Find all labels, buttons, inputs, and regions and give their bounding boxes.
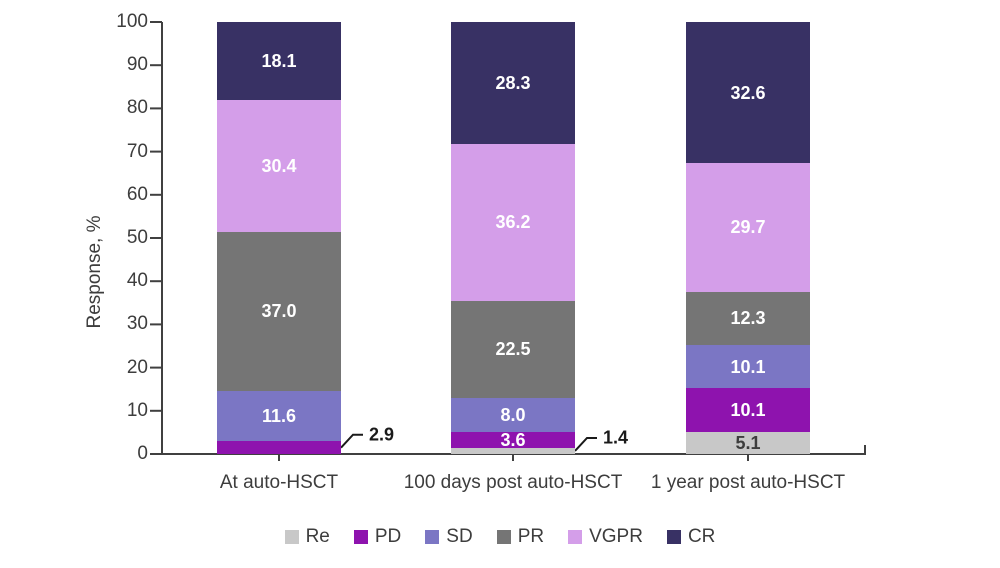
bar-segment-pd-1: 3.6 — [451, 430, 575, 451]
bar-segment-pr-0: 37.0 — [217, 231, 341, 392]
callout-value-re: 1.4 — [603, 427, 629, 448]
segment-value-label: 3.6 — [500, 430, 526, 451]
segment-value-label: 30.4 — [261, 155, 297, 176]
legend-swatch-re — [284, 530, 299, 544]
legend-label-vgpr: VGPR — [589, 526, 643, 547]
legend-label-re: Re — [305, 526, 330, 547]
segment-value-label: 36.2 — [495, 212, 531, 233]
legend-item-vgpr: VGPR — [568, 526, 643, 548]
legend-swatch-sd — [425, 530, 440, 544]
bar-segment-pd-0 — [217, 441, 341, 454]
legend-label-pr: PR — [517, 526, 545, 547]
segment-value-label: 28.3 — [495, 73, 531, 94]
category-label-2: 1 year post auto-HSCT — [650, 472, 846, 493]
category-label-1: 100 days post auto-HSCT — [403, 472, 623, 493]
legend-item-sd: SD — [425, 526, 473, 548]
segment-value-label: 10.1 — [730, 400, 766, 421]
segment-value-label: 37.0 — [261, 301, 297, 322]
bar-segment-pd-2: 10.1 — [686, 388, 810, 432]
legend: Re PD SD PR VGPR CR — [0, 526, 1000, 548]
y-tick-label: 10 — [126, 399, 148, 421]
y-tick-label: 90 — [126, 54, 148, 76]
legend-swatch-pr — [496, 530, 511, 544]
legend-label-sd: SD — [446, 526, 473, 547]
y-tick-label: 100 — [116, 11, 148, 32]
bar-segment-re-2: 5.1 — [686, 431, 810, 454]
legend-label-cr: CR — [687, 526, 716, 547]
legend-label-pd: PD — [374, 526, 402, 547]
y-tick-label: 50 — [126, 227, 148, 248]
y-tick-label: 80 — [126, 97, 148, 119]
bar-segment-cr-1: 28.3 — [451, 22, 575, 145]
segment-value-label: 22.5 — [495, 339, 531, 360]
legend-swatch-pd — [353, 530, 368, 544]
segment-value-label: 12.3 — [730, 308, 766, 329]
bar-segment-sd-0: 11.6 — [217, 391, 341, 442]
y-tick-label: 0 — [137, 443, 148, 464]
bar-segment-sd-1: 8.0 — [451, 397, 575, 433]
bar-segment-re-1 — [451, 447, 575, 454]
segment-value-label: 5.1 — [735, 432, 761, 453]
bar-segment-pr-2: 12.3 — [686, 291, 810, 345]
bar-segment-sd-2: 10.1 — [686, 344, 810, 389]
segment-value-label: 8.0 — [500, 405, 526, 426]
segment-value-label: 10.1 — [730, 356, 766, 377]
y-tick-label: 20 — [126, 356, 148, 378]
segment-value-label: 29.7 — [730, 217, 766, 238]
legend-swatch-cr — [666, 530, 681, 544]
y-tick-label: 40 — [126, 270, 148, 292]
legend-item-pr: PR — [496, 526, 545, 548]
legend-swatch-vgpr — [568, 530, 583, 544]
bar-segment-cr-0: 18.1 — [217, 22, 341, 101]
bar-segment-vgpr-0: 30.4 — [217, 100, 341, 232]
callout-value-pd: 2.9 — [369, 424, 395, 445]
segment-value-label: 11.6 — [261, 406, 297, 427]
segment-value-label: 32.6 — [730, 82, 766, 103]
callout-leader-re — [574, 436, 597, 452]
category-label-0: At auto-HSCT — [219, 472, 339, 493]
y-tick-label: 30 — [126, 313, 148, 335]
bar-segment-vgpr-1: 36.2 — [451, 144, 575, 301]
callout-leader-pd — [340, 433, 363, 449]
bar-segment-vgpr-2: 29.7 — [686, 163, 810, 292]
segment-value-label: 18.1 — [261, 51, 297, 72]
legend-item-re: Re — [284, 526, 330, 548]
bar-segment-cr-2: 32.6 — [686, 22, 810, 164]
y-tick-label: 70 — [126, 140, 148, 162]
legend-item-pd: PD — [353, 526, 402, 548]
y-tick-label: 60 — [126, 183, 148, 205]
legend-item-cr: CR — [666, 526, 716, 548]
bar-segment-pr-1: 22.5 — [451, 300, 575, 398]
